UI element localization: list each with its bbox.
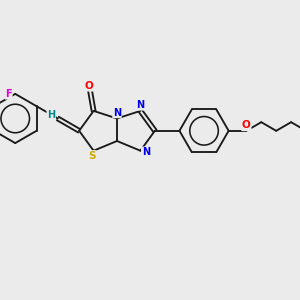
Text: S: S	[88, 151, 96, 161]
Text: N: N	[136, 100, 145, 110]
Text: N: N	[142, 147, 150, 157]
Text: F: F	[5, 89, 12, 99]
Text: N: N	[113, 107, 121, 118]
Text: O: O	[84, 81, 93, 91]
Text: O: O	[242, 120, 251, 130]
Text: H: H	[47, 110, 55, 121]
